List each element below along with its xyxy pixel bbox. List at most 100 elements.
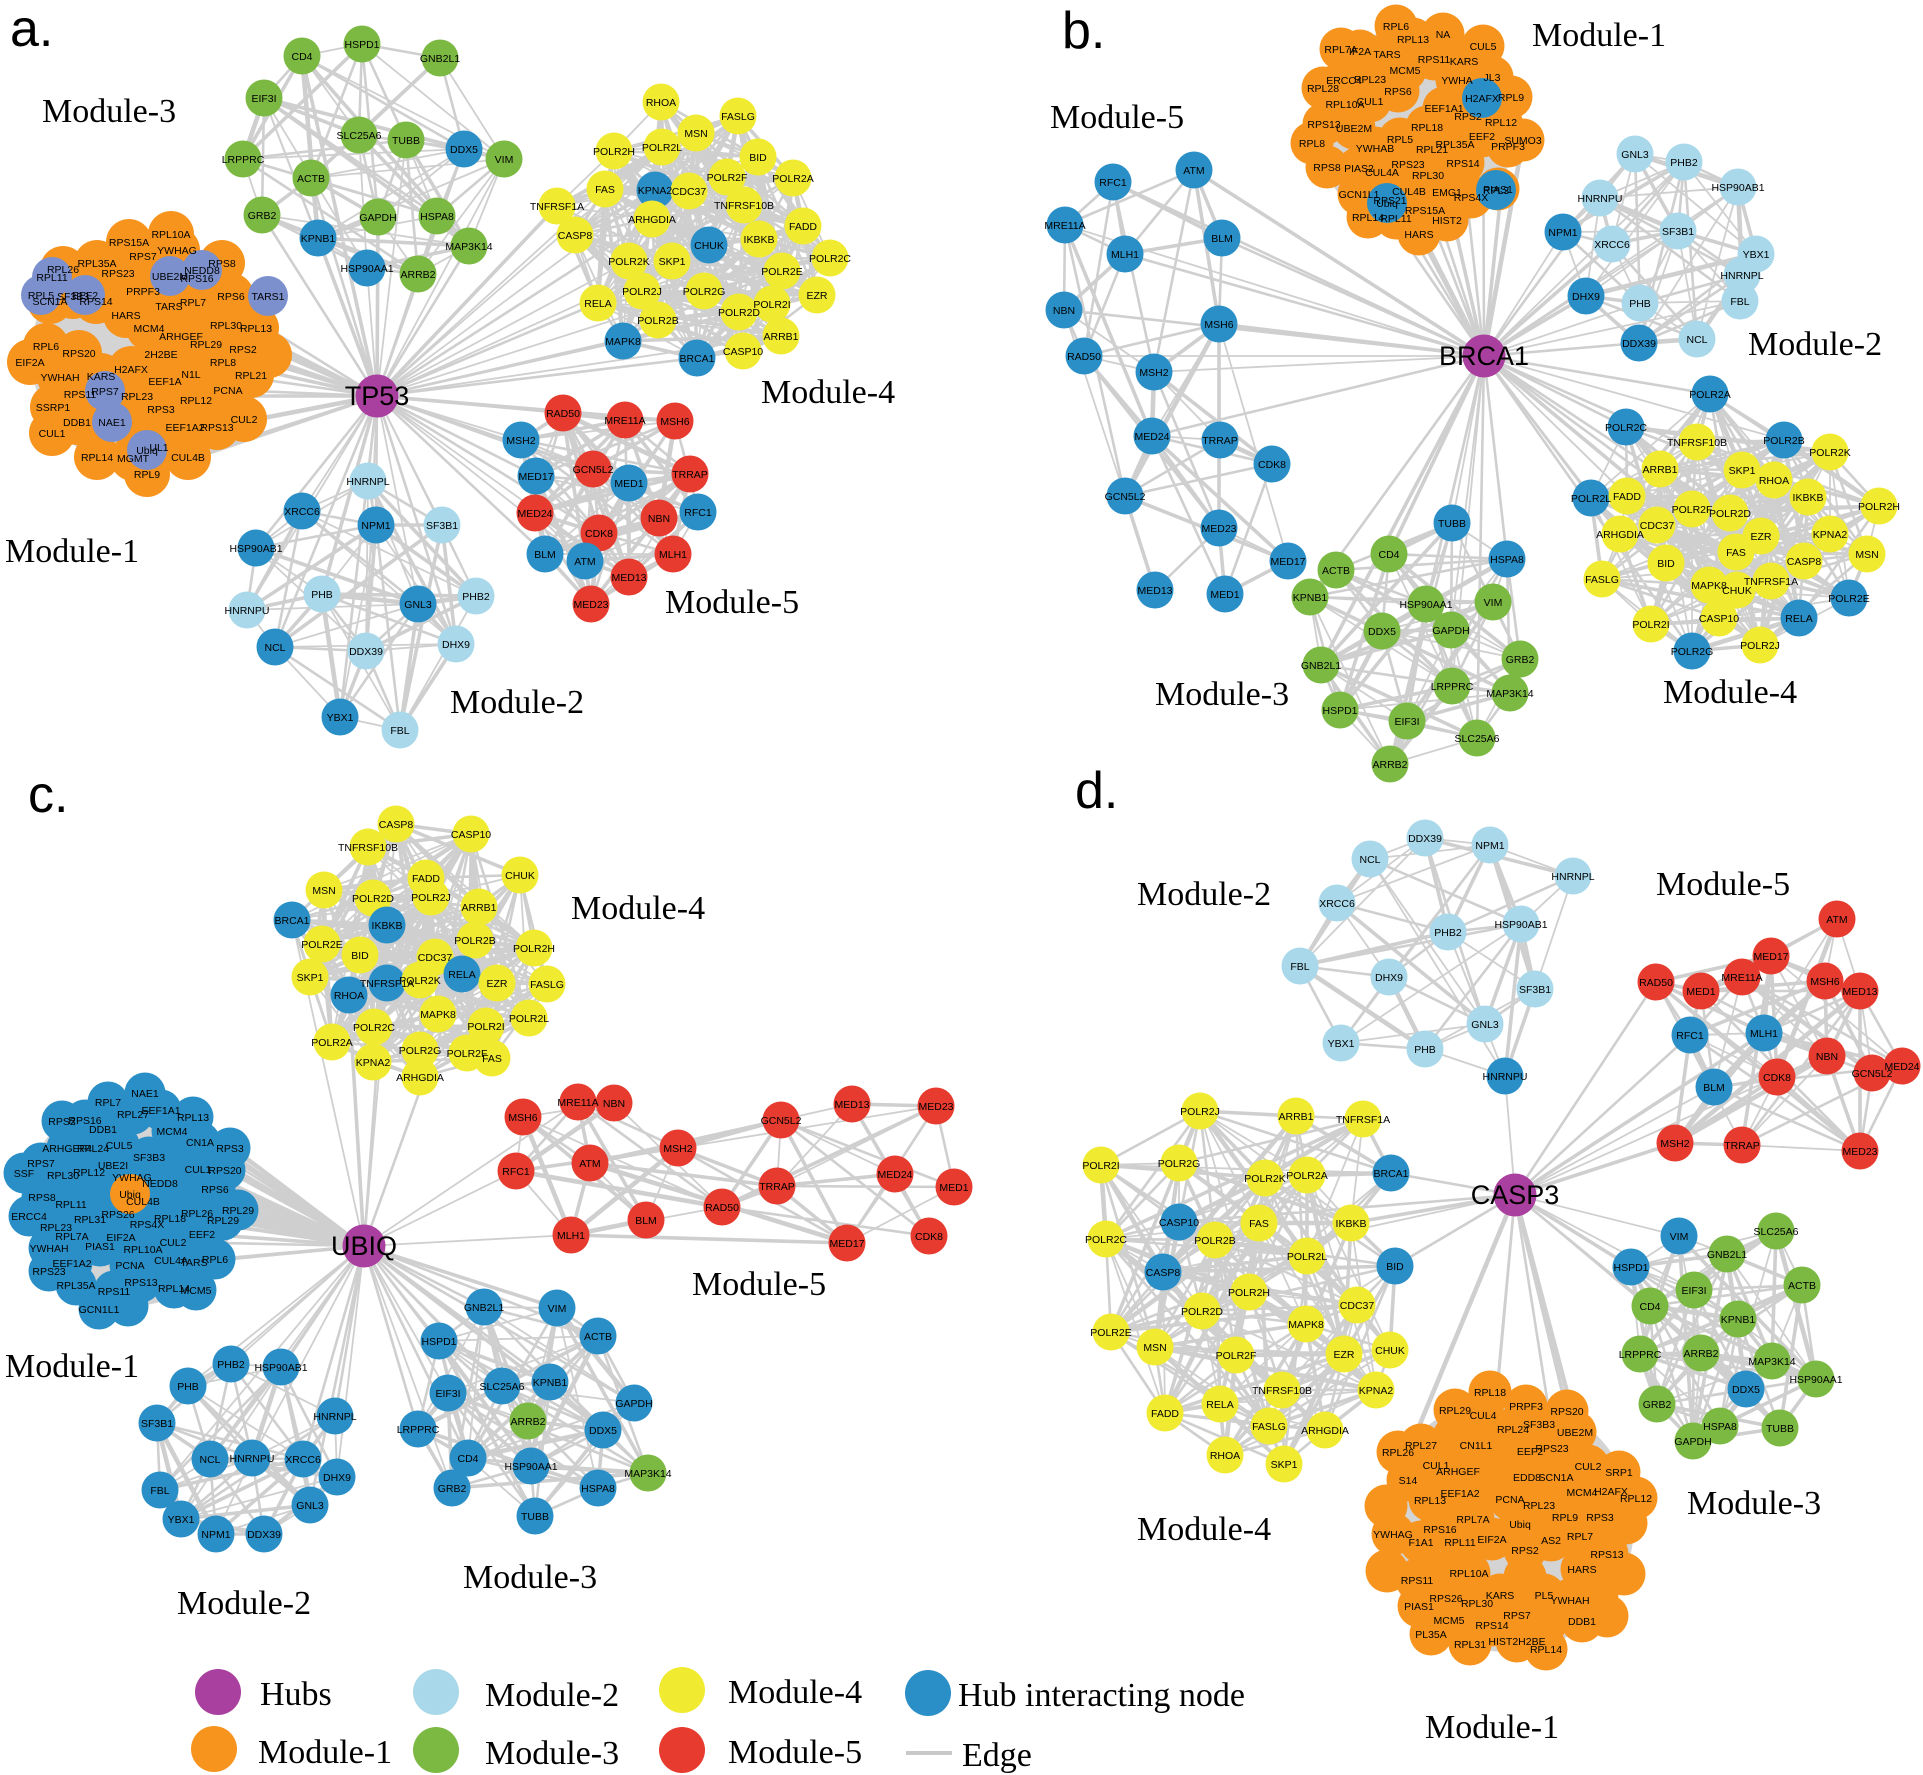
- svg-text:GCN5L2: GCN5L2: [573, 464, 614, 476]
- svg-text:RPL13: RPL13: [240, 323, 272, 335]
- svg-text:RPS11: RPS11: [1401, 1575, 1434, 1587]
- svg-text:RPL18: RPL18: [1411, 122, 1443, 134]
- svg-text:MRE11A: MRE11A: [1044, 220, 1085, 232]
- svg-text:POLR2E: POLR2E: [1090, 1327, 1131, 1339]
- svg-text:RELA: RELA: [584, 298, 611, 310]
- svg-text:RPL30: RPL30: [1461, 1598, 1493, 1610]
- svg-text:YWHAG: YWHAG: [157, 245, 197, 257]
- svg-text:YBX1: YBX1: [327, 712, 354, 724]
- svg-text:EMG1: EMG1: [1432, 187, 1462, 199]
- svg-text:RPS8: RPS8: [208, 258, 236, 270]
- svg-text:RHOA: RHOA: [1210, 1450, 1240, 1462]
- svg-text:FASLG: FASLG: [1252, 1421, 1286, 1433]
- svg-text:TNFRSF10B: TNFRSF10B: [338, 842, 398, 854]
- svg-text:RPL35A: RPL35A: [1435, 139, 1474, 151]
- svg-text:RPL5: RPL5: [1387, 134, 1413, 146]
- svg-text:Module-1: Module-1: [1532, 17, 1666, 54]
- svg-text:RPL9: RPL9: [1552, 1512, 1578, 1524]
- svg-text:BID: BID: [351, 950, 369, 962]
- svg-text:RPL21: RPL21: [1416, 144, 1448, 156]
- svg-text:RPL29: RPL29: [222, 1205, 254, 1217]
- svg-text:H2AFX: H2AFX: [1594, 1486, 1628, 1498]
- svg-text:RPL27: RPL27: [117, 1109, 149, 1121]
- svg-text:HSPA8: HSPA8: [420, 211, 454, 223]
- svg-text:MED13: MED13: [1842, 986, 1877, 998]
- svg-text:POLR2K: POLR2K: [608, 256, 649, 268]
- svg-text:RPS23: RPS23: [32, 1266, 65, 1278]
- svg-text:MED23: MED23: [573, 599, 608, 611]
- svg-text:F1A1: F1A1: [1408, 1537, 1433, 1549]
- svg-text:EEF1A: EEF1A: [148, 376, 181, 388]
- svg-text:NBN: NBN: [1053, 305, 1075, 317]
- svg-text:POLR2E: POLR2E: [761, 266, 802, 278]
- svg-text:GCN5L2: GCN5L2: [1105, 491, 1146, 503]
- svg-text:TRRAP: TRRAP: [759, 1181, 795, 1193]
- svg-text:PCNA: PCNA: [213, 385, 242, 397]
- svg-text:MSH6: MSH6: [1204, 319, 1233, 331]
- svg-text:DDB1: DDB1: [63, 417, 91, 429]
- svg-text:MAPK8: MAPK8: [1691, 580, 1727, 592]
- svg-text:POLR2A: POLR2A: [311, 1037, 352, 1049]
- svg-text:MED23: MED23: [918, 1101, 953, 1113]
- svg-text:RPL26: RPL26: [47, 264, 79, 276]
- svg-text:YBX1: YBX1: [1743, 249, 1770, 261]
- svg-text:POLR2L: POLR2L: [642, 142, 682, 154]
- svg-text:CASP3: CASP3: [1471, 1180, 1560, 1210]
- svg-text:HSPA8: HSPA8: [581, 1483, 615, 1495]
- svg-text:POLR2D: POLR2D: [1709, 508, 1751, 520]
- svg-text:d.: d.: [1075, 762, 1118, 820]
- svg-text:ACTB: ACTB: [1788, 1280, 1816, 1292]
- svg-text:MAP3K14: MAP3K14: [624, 1468, 671, 1480]
- svg-text:EIF2A: EIF2A: [106, 1232, 135, 1244]
- svg-text:TARS: TARS: [1373, 49, 1400, 61]
- svg-text:RPL26: RPL26: [181, 1208, 213, 1220]
- svg-text:RPL28: RPL28: [1307, 83, 1339, 95]
- svg-text:VIM: VIM: [1670, 1231, 1689, 1243]
- svg-text:NEDD8: NEDD8: [184, 265, 220, 277]
- svg-text:YWHAB: YWHAB: [1356, 143, 1395, 155]
- svg-text:POLR2D: POLR2D: [352, 893, 394, 905]
- svg-text:RAD50: RAD50: [705, 1202, 739, 1214]
- svg-text:RPL7A: RPL7A: [55, 1231, 88, 1243]
- svg-text:PL35A: PL35A: [1415, 1629, 1447, 1641]
- svg-text:ARRB2: ARRB2: [1683, 1348, 1718, 1360]
- svg-text:NAE1: NAE1: [131, 1088, 159, 1100]
- svg-text:CHUK: CHUK: [505, 870, 535, 882]
- svg-text:RELA: RELA: [1206, 1399, 1233, 1411]
- svg-text:CDC37: CDC37: [672, 186, 707, 198]
- svg-text:Module-5: Module-5: [728, 1734, 862, 1771]
- svg-text:Module-2: Module-2: [450, 684, 584, 721]
- svg-text:SKP1: SKP1: [1729, 465, 1756, 477]
- svg-text:PHB: PHB: [1414, 1044, 1436, 1056]
- svg-text:PHB: PHB: [177, 1381, 199, 1393]
- svg-text:RPL7A: RPL7A: [1456, 1514, 1489, 1526]
- svg-text:HSP90AA1: HSP90AA1: [340, 263, 393, 275]
- svg-text:RPL12: RPL12: [180, 395, 212, 407]
- svg-text:HNRNPL: HNRNPL: [346, 476, 389, 488]
- svg-text:RPL9: RPL9: [134, 469, 160, 481]
- svg-text:RPL29: RPL29: [207, 1215, 239, 1227]
- svg-text:PHB: PHB: [1629, 298, 1651, 310]
- svg-text:BRCA1: BRCA1: [274, 915, 309, 927]
- svg-text:RPS23: RPS23: [1391, 159, 1424, 171]
- svg-text:RPS20: RPS20: [1550, 1406, 1583, 1418]
- svg-text:RPL10A: RPL10A: [1325, 99, 1364, 111]
- svg-text:RPL10A: RPL10A: [123, 1244, 162, 1256]
- svg-text:Module-3: Module-3: [42, 93, 176, 130]
- svg-text:RPS2: RPS2: [1511, 1545, 1539, 1557]
- svg-text:RPL18: RPL18: [154, 1213, 186, 1225]
- svg-text:SCN1A: SCN1A: [1538, 1472, 1573, 1484]
- svg-text:ATM: ATM: [1826, 914, 1847, 926]
- svg-text:POLR2F: POLR2F: [1672, 504, 1713, 516]
- svg-text:DDX39: DDX39: [1408, 833, 1442, 845]
- svg-text:RPS13: RPS13: [1307, 119, 1340, 131]
- svg-text:VIM: VIM: [548, 1303, 567, 1315]
- svg-text:Ubiq: Ubiq: [1376, 198, 1398, 210]
- svg-text:RPS20: RPS20: [62, 348, 95, 360]
- svg-text:RPL8: RPL8: [210, 357, 236, 369]
- svg-text:RFC1: RFC1: [1099, 177, 1127, 189]
- svg-text:ARRB1: ARRB1: [461, 902, 496, 914]
- svg-text:CHUK: CHUK: [1375, 1345, 1405, 1357]
- svg-text:POLR2J: POLR2J: [622, 286, 662, 298]
- svg-text:TRRAP: TRRAP: [672, 469, 708, 481]
